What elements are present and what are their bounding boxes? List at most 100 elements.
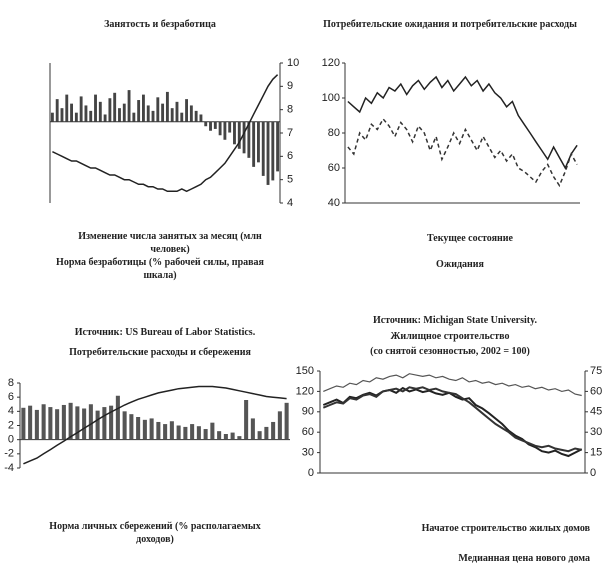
bar [210,422,215,440]
bar [21,407,26,440]
y-tick-label: 60 [302,426,314,438]
bar [230,432,235,440]
bar [257,121,260,163]
bar [79,96,83,122]
bar [70,103,73,122]
bar [203,429,208,440]
bar [122,103,126,122]
y-tick-label: 120 [296,385,314,397]
bar [129,414,134,440]
series-label: Норма безработицы (% рабочей силы, права… [56,257,264,281]
bar [41,404,46,440]
y2-tick-label: 15 [590,447,602,459]
bar [199,114,203,122]
bar [127,90,131,122]
bar [163,424,168,440]
y-tick-label: 0 [8,434,14,446]
bar [169,421,174,440]
bar [217,431,222,440]
bar [88,404,93,440]
chart-title: Жилищное строительство [390,331,510,342]
bar [68,402,73,440]
line [322,386,582,453]
bar [194,110,198,122]
bar [277,411,282,440]
y2-tick-label: 5 [287,174,293,186]
bar [122,411,127,440]
series-label: Ожидания [436,259,484,270]
y2-tick-label: 9 [287,80,293,92]
y-tick-label: 2 [8,419,14,431]
bar [50,112,54,122]
bar [109,405,114,440]
bar [266,121,270,185]
line [52,74,279,193]
bar [132,112,136,122]
bar [156,97,160,122]
y-tick-label: -4 [4,462,14,474]
bar [204,121,208,127]
bar [261,121,265,176]
bar [237,436,242,440]
bar [244,400,249,440]
bar [60,108,64,122]
y2-tick-label: 7 [287,127,293,139]
bar [170,108,174,122]
bar [233,121,236,145]
bar [185,99,188,122]
series-label: Медианная цена нового дома [458,553,590,564]
y-tick-label: -2 [4,448,14,460]
y-tick-label: 90 [302,406,314,418]
bar [250,418,255,440]
bar [151,110,155,122]
bar [89,110,93,122]
y2-tick-label: 60 [590,385,602,397]
bar [95,410,100,440]
y-tick-label: 30 [302,447,314,459]
bar [218,121,222,136]
bar [228,121,232,133]
bar [74,112,78,122]
bar [190,424,195,440]
line [23,385,287,465]
bar [136,417,141,440]
series-label: Изменение числа занятых за месяц (млн че… [78,231,262,255]
bar [55,99,59,122]
bar [103,114,107,122]
bar [257,431,262,440]
bar [223,121,227,140]
bar [223,434,228,440]
bar [65,94,69,122]
bar [48,407,53,440]
bar [142,94,145,122]
bar [213,121,217,129]
bar [237,121,241,149]
chart-title: Потребительские расходы и сбережения [69,347,251,358]
bar [161,103,165,122]
y-tick-label: 60 [328,162,340,174]
bar [113,92,117,122]
bar [146,105,150,122]
bar [284,402,289,440]
bar [156,421,161,440]
bar [94,94,97,122]
series-label: Норма личных сбережений (% располагаемых… [49,521,261,545]
y2-tick-label: 4 [287,197,293,209]
y2-tick-label: 45 [590,406,602,418]
series-label: Начатое строительство жилых домов [421,523,590,534]
chart-title: Занятость и безработица [104,19,216,30]
series-label: Текущее состояние [426,233,513,244]
bar [165,91,169,122]
bar [209,121,212,131]
bar [82,408,87,440]
bar [189,105,193,122]
bar [102,407,107,440]
bar [183,426,188,440]
y2-tick-label: 6 [287,150,293,162]
y-tick-label: 40 [328,197,340,209]
y-tick-label: 8 [8,377,14,389]
bar [137,100,141,122]
y-tick-label: 120 [322,57,340,69]
